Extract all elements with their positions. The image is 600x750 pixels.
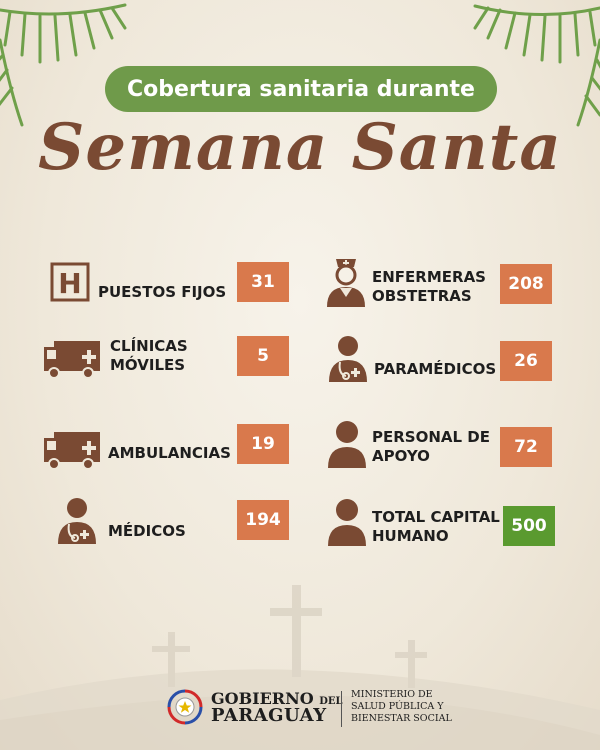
ministerio-line3: BIENESTAR SOCIAL — [351, 713, 452, 724]
calvary-background-illustration — [0, 585, 600, 750]
gobierno-text: GOBIERNO — [211, 689, 314, 708]
footer-divider — [341, 691, 342, 727]
paramedic-icon — [329, 336, 367, 382]
paraguay-text: PARAGUAY — [211, 705, 327, 726]
page-title: Semana Santa — [38, 110, 562, 185]
mobile-clinic-icon — [44, 341, 100, 379]
doctor-icon — [58, 498, 96, 544]
stat-value: 19 — [237, 424, 289, 464]
stat-label-line1: TOTAL CAPITAL — [372, 508, 500, 526]
stat-value: 72 — [500, 427, 552, 467]
stat-value: 31 — [237, 262, 289, 302]
hospital-h-icon: H — [50, 262, 90, 302]
person-icon — [328, 499, 366, 546]
ministerio-text: MINISTERIO DE SALUD PÚBLICA Y BIENESTAR … — [351, 689, 452, 725]
palm-leaf-left-icon — [0, 3, 127, 127]
stat-label: PARAMÉDICOS — [374, 360, 497, 378]
stat-label: MÉDICOS — [108, 522, 186, 540]
palm-leaf-right-icon — [473, 4, 600, 127]
stat-label-line1: ENFERMERAS — [372, 268, 486, 286]
svg-text:H: H — [58, 267, 81, 300]
stat-label-line2: OBSTETRAS — [372, 287, 472, 305]
stat-label-line1: PERSONAL DE — [372, 428, 490, 446]
stat-label-line2: MÓVILES — [110, 356, 186, 374]
stat-value: 26 — [500, 341, 552, 381]
stat-label-line1: CLÍNICAS — [110, 337, 188, 355]
nurse-icon — [327, 259, 365, 307]
stat-value-total: 500 — [503, 506, 555, 546]
stat-label: PUESTOS FIJOS — [98, 283, 227, 301]
ministerio-line1: MINISTERIO DE — [351, 689, 433, 700]
ministerio-line2: SALUD PÚBLICA Y — [351, 701, 444, 712]
stat-value: 194 — [237, 500, 289, 540]
footer-logos: GOBIERNO DEL PARAGUAY MINISTERIO DE SALU… — [165, 685, 465, 735]
stat-label-line2: APOYO — [372, 447, 430, 465]
stat-value: 208 — [500, 264, 552, 304]
header-pill: Cobertura sanitaria durante — [105, 66, 497, 112]
stat-value: 5 — [237, 336, 289, 376]
person-icon — [328, 421, 366, 468]
stat-label-line2: HUMANO — [372, 527, 449, 545]
del-text: DEL — [319, 696, 343, 707]
stat-label: AMBULANCIAS — [108, 444, 231, 462]
ambulance-icon — [44, 432, 100, 470]
government-emblem-icon — [167, 689, 203, 725]
